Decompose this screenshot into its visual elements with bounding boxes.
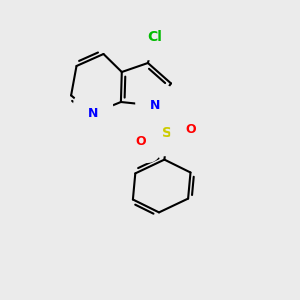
Text: O: O — [185, 123, 196, 136]
Text: O: O — [135, 135, 146, 148]
Text: S: S — [162, 126, 172, 140]
Text: Cl: Cl — [147, 30, 162, 44]
Text: N: N — [150, 99, 161, 112]
Text: N: N — [88, 107, 98, 120]
